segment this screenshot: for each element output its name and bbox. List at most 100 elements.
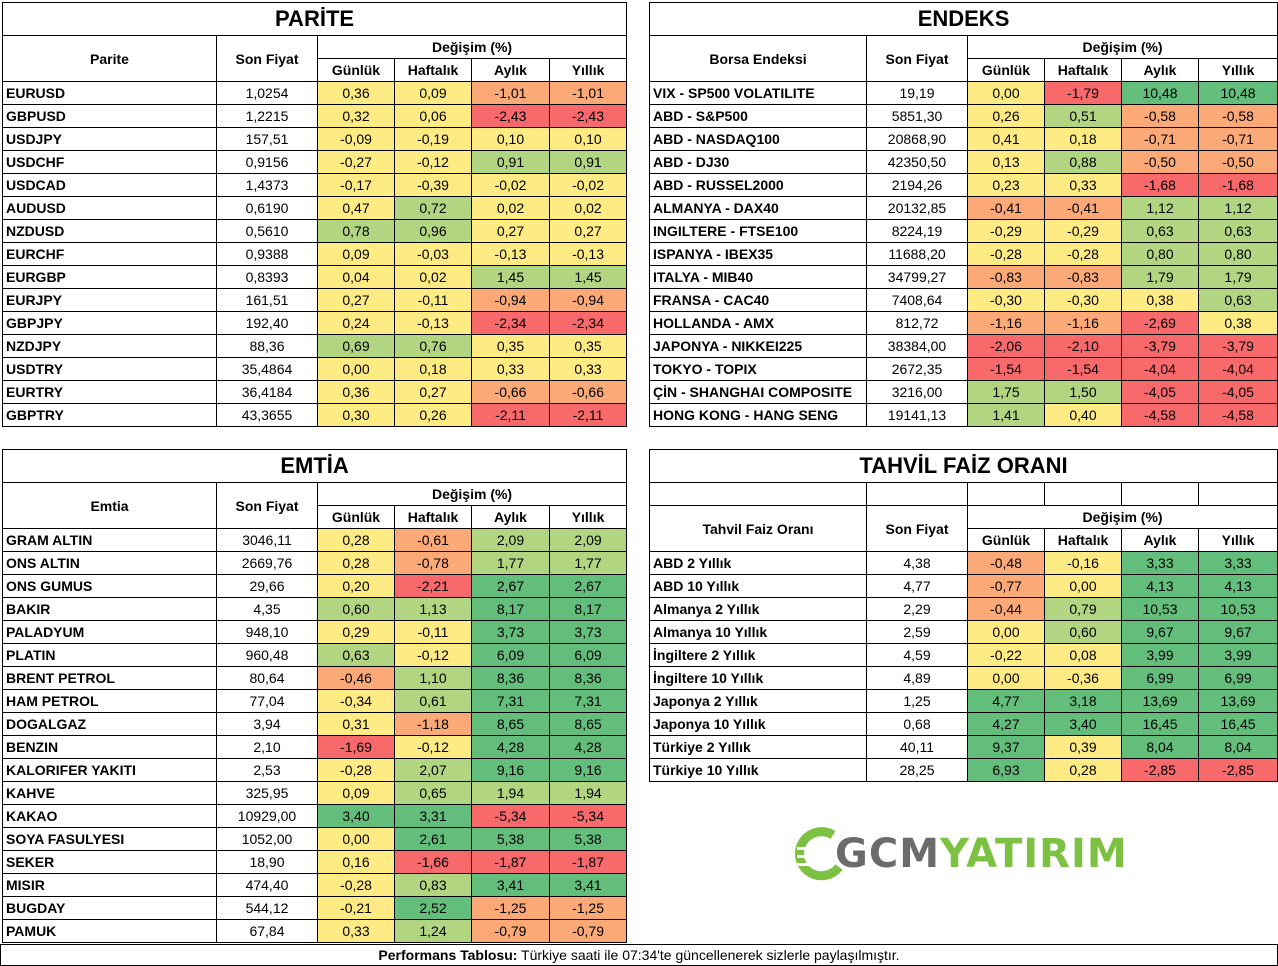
row-weekly: -0,03	[394, 242, 472, 266]
row-yearly: 4,28	[548, 735, 628, 759]
row-yearly: 0,02	[548, 196, 628, 220]
row-weekly: 1,10	[394, 666, 472, 690]
row-daily: -0,34	[317, 689, 395, 713]
row-weekly: -2,21	[394, 574, 472, 598]
row-yearly: 8,36	[548, 666, 628, 690]
row-weekly: 0,08	[1044, 643, 1122, 667]
row-monthly: 9,16	[471, 758, 550, 782]
row-yearly: 0,80	[1197, 242, 1278, 266]
table-row: ONS ALTIN 2669,76 0,28 -0,78 1,77 1,77	[2, 551, 628, 575]
row-daily: -2,06	[967, 334, 1045, 358]
table-row: HAM PETROL 77,04 -0,34 0,61 7,31 7,31	[2, 689, 628, 713]
row-weekly: -0,11	[394, 620, 472, 644]
endeks-table: ENDEKS Borsa Endeksi Son Fiyat Değişim (…	[648, 2, 1278, 427]
logo-text-yatirim: YATIRIM	[940, 831, 1128, 877]
row-daily: 0,04	[317, 265, 395, 289]
row-name: Türkiye 10 Yıllık	[649, 758, 867, 782]
row-name: İngiltere 2 Yıllık	[649, 643, 867, 667]
row-price: 0,5610	[216, 219, 318, 243]
row-price: 18,90	[216, 850, 318, 874]
row-price: 42350,50	[866, 150, 968, 174]
row-weekly: 0,65	[394, 781, 472, 805]
row-weekly: 0,88	[1044, 150, 1122, 174]
row-price: 0,68	[866, 712, 968, 736]
table-row: PLATIN 960,48 0,63 -0,12 6,09 6,09	[2, 643, 628, 667]
row-monthly: -0,13	[471, 242, 550, 266]
row-daily: -0,28	[317, 758, 395, 782]
row-daily: -1,54	[967, 357, 1045, 381]
row-price: 948,10	[216, 620, 318, 644]
parite-panel: PARİTE Parite Son Fiyat Değişim (%) Günl…	[1, 2, 628, 427]
row-price: 161,51	[216, 288, 318, 312]
table-row: Almanya 10 Yıllık 2,59 0,00 0,60 9,67 9,67	[649, 620, 1278, 644]
row-name: MISIR	[2, 873, 217, 897]
row-price: 7408,64	[866, 288, 968, 312]
row-monthly: 3,41	[471, 873, 550, 897]
row-name: DOGALGAZ	[2, 712, 217, 736]
row-name: KAKAO	[2, 804, 217, 828]
row-monthly: 1,79	[1121, 265, 1199, 289]
row-daily: -0,48	[967, 551, 1045, 575]
row-daily: 1,75	[967, 380, 1045, 404]
row-name: JAPONYA - NIKKEI225	[649, 334, 867, 358]
row-yearly: 3,73	[548, 620, 628, 644]
row-price: 1,25	[866, 689, 968, 713]
table-row: INGILTERE - FTSE100 8224,19 -0,29 -0,29 0,63…	[649, 219, 1278, 243]
row-price: 3216,00	[866, 380, 968, 404]
row-monthly: 8,36	[471, 666, 550, 690]
row-monthly: 1,12	[1121, 196, 1199, 220]
row-yearly: 9,16	[548, 758, 628, 782]
row-monthly: -0,79	[471, 919, 550, 943]
table-row: ABD - RUSSEL2000 2194,26 0,23 0,33 -1,68 -1,6…	[649, 173, 1278, 197]
row-name: ALMANYA - DAX40	[649, 196, 867, 220]
row-weekly: 2,52	[394, 896, 472, 920]
row-yearly: 6,99	[1197, 666, 1278, 690]
table-row: Türkiye 2 Yıllık 40,11 9,37 0,39 8,04 8,04	[649, 735, 1278, 759]
row-price: 0,6190	[216, 196, 318, 220]
row-weekly: -0,41	[1044, 196, 1122, 220]
row-name: HONG KONG - HANG SENG	[649, 403, 867, 427]
row-daily: -1,69	[317, 735, 395, 759]
parite-col-yearly: Yıllık	[548, 58, 628, 82]
row-yearly: -2,34	[548, 311, 628, 335]
row-weekly: -1,54	[1044, 357, 1122, 381]
row-name: BENZIN	[2, 735, 217, 759]
row-yearly: 6,09	[548, 643, 628, 667]
row-name: FRANSA - CAC40	[649, 288, 867, 312]
row-weekly: 0,28	[1044, 758, 1122, 782]
row-name: EURTRY	[2, 380, 217, 404]
table-row: GBPTRY 43,3655 0,30 0,26 -2,11 -2,11	[2, 403, 628, 427]
table-row: MISIR 474,40 -0,28 0,83 3,41 3,41	[2, 873, 628, 897]
row-monthly: 5,38	[471, 827, 550, 851]
table-row: BENZIN 2,10 -1,69 -0,12 4,28 4,28	[2, 735, 628, 759]
row-daily: 0,26	[967, 104, 1045, 128]
row-name: BUGDAY	[2, 896, 217, 920]
row-name: GBPJPY	[2, 311, 217, 335]
parite-col-price: Son Fiyat	[216, 35, 318, 82]
endeks-col-monthly: Aylık	[1121, 58, 1199, 82]
row-yearly: -0,94	[548, 288, 628, 312]
row-monthly: -1,25	[471, 896, 550, 920]
row-daily: 0,78	[317, 219, 395, 243]
row-weekly: 0,39	[1044, 735, 1122, 759]
row-name: HAM PETROL	[2, 689, 217, 713]
row-weekly: 0,06	[394, 104, 472, 128]
row-yearly: -0,66	[548, 380, 628, 404]
row-name: BRENT PETROL	[2, 666, 217, 690]
row-weekly: 0,96	[394, 219, 472, 243]
row-weekly: 0,26	[394, 403, 472, 427]
table-row: NZDJPY 88,36 0,69 0,76 0,35 0,35	[2, 334, 628, 358]
row-price: 325,95	[216, 781, 318, 805]
row-yearly: 1,79	[1197, 265, 1278, 289]
row-daily: -0,30	[967, 288, 1045, 312]
row-price: 80,64	[216, 666, 318, 690]
row-price: 2,10	[216, 735, 318, 759]
row-daily: 0,13	[967, 150, 1045, 174]
row-yearly: 1,45	[548, 265, 628, 289]
row-daily: 0,33	[317, 919, 395, 943]
row-weekly: 0,83	[394, 873, 472, 897]
row-daily: 0,29	[317, 620, 395, 644]
endeks-col-weekly: Haftalık	[1044, 58, 1122, 82]
row-name: USDJPY	[2, 127, 217, 151]
emtia-col-price: Son Fiyat	[216, 482, 318, 529]
